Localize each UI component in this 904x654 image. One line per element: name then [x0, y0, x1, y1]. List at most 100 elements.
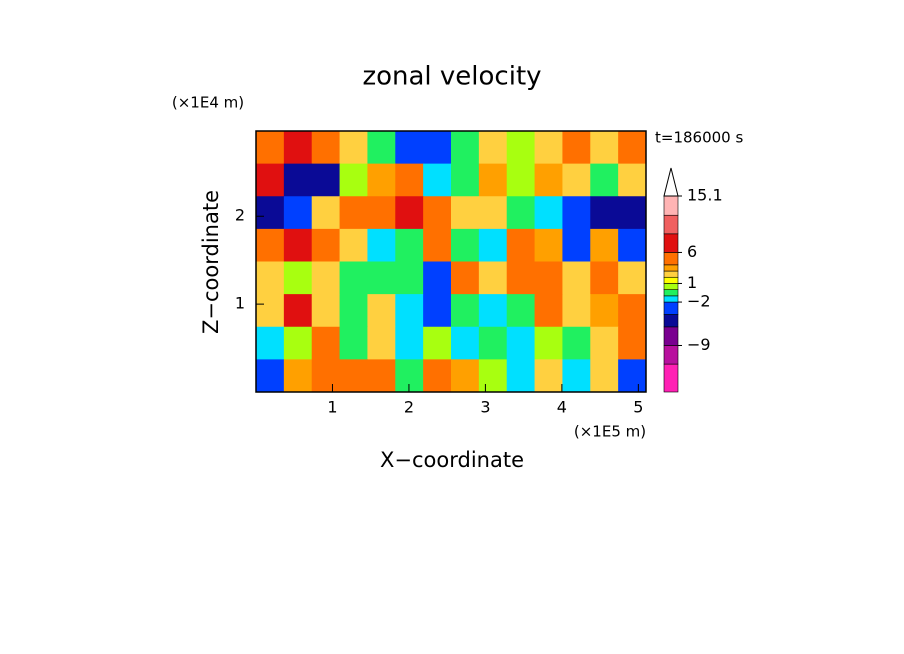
field-cell [506, 326, 536, 360]
y-axis-title: Z−coordinate [199, 190, 223, 334]
field-cell [395, 131, 424, 165]
field-cell [506, 163, 536, 197]
field-cell [506, 196, 536, 230]
field-cell [618, 359, 647, 393]
colorbar-bin [663, 301, 679, 315]
colorbar-bin [663, 195, 679, 216]
field-cell [534, 196, 563, 230]
field-cell [311, 228, 341, 262]
y-unit: (×1E4 m) [172, 94, 244, 112]
field-cell [339, 294, 368, 328]
x-tick-label: 2 [404, 398, 414, 417]
field-cell [283, 163, 313, 197]
colorbar-bin [663, 295, 679, 303]
field-cell [562, 163, 591, 197]
field-cell [283, 326, 313, 360]
field-cell [311, 163, 341, 197]
field-cell [339, 326, 368, 360]
field-cell [311, 326, 341, 360]
field-cell [367, 131, 396, 165]
field-cell [256, 359, 285, 393]
field-cell [451, 359, 480, 393]
field-cell [423, 163, 452, 197]
field-cell [618, 163, 647, 197]
field-cell [256, 163, 285, 197]
x-tick-label: 3 [480, 398, 490, 417]
field-cell [590, 228, 619, 262]
colorbar-bin [663, 326, 679, 346]
field-cell [395, 326, 424, 360]
field-cell [283, 131, 313, 165]
field-cell [590, 326, 619, 360]
field-cell [451, 131, 480, 165]
field-cell [562, 359, 591, 393]
colorbar-bin [663, 276, 679, 284]
field-cell [506, 131, 536, 165]
field-cell [283, 359, 313, 393]
field-cell [618, 196, 647, 230]
field-cell [367, 163, 396, 197]
field-cell [339, 131, 368, 165]
field-cell [367, 196, 396, 230]
colorbar-bin [663, 345, 679, 365]
field-cell [395, 294, 424, 328]
field-cell [283, 228, 313, 262]
field-cell [590, 163, 619, 197]
field-cell [339, 261, 368, 295]
colorbar-bin [663, 233, 679, 253]
field-cell [618, 131, 647, 165]
field-cell [562, 294, 591, 328]
field-cell [311, 131, 341, 165]
colorbar-tick-label: −9 [687, 335, 711, 354]
field-cell [367, 228, 396, 262]
field-cell [423, 261, 452, 295]
field-cell [506, 359, 536, 393]
field-cell [534, 163, 563, 197]
field-cell [562, 131, 591, 165]
field-cell [423, 228, 452, 262]
field-cell [478, 163, 508, 197]
field-cell [311, 294, 341, 328]
field-cell [534, 228, 563, 262]
field-cell [590, 196, 619, 230]
x-tick-label: 5 [633, 398, 643, 417]
field-cell [534, 359, 563, 393]
colorbar-tick-label: 15.1 [687, 186, 723, 205]
field-cell [478, 326, 508, 360]
field-cell [590, 359, 619, 393]
field-cell [534, 131, 563, 165]
field-cell [478, 228, 508, 262]
colorbar-tick-label: −2 [687, 292, 711, 311]
field-cell [256, 261, 285, 295]
field-cell [562, 261, 591, 295]
colorbar-tick-label: 1 [687, 273, 697, 292]
field-cell [395, 196, 424, 230]
field-cell [590, 131, 619, 165]
field-cell [367, 326, 396, 360]
field-cell [451, 294, 480, 328]
field-cell [256, 228, 285, 262]
colorbar-bin [663, 363, 679, 393]
field-cell [395, 359, 424, 393]
colorbar-tick-label: 6 [687, 242, 697, 261]
colorbar-bin [663, 283, 679, 290]
y-tick-label: 1 [235, 294, 245, 313]
field-cell [423, 359, 452, 393]
field-cell [395, 163, 424, 197]
plot-frame [255, 130, 647, 393]
time-label: t=186000 s [655, 129, 743, 147]
field-cell [311, 196, 341, 230]
colorbar-bin [663, 264, 679, 272]
field-cell [423, 294, 452, 328]
chart-title: zonal velocity [362, 62, 541, 92]
field-cell [395, 228, 424, 262]
field-cell [283, 261, 313, 295]
field-cell [283, 294, 313, 328]
field-cell [562, 326, 591, 360]
colorbar-bin [663, 289, 679, 297]
field-cell [367, 261, 396, 295]
field-cell [478, 294, 508, 328]
field-cell [339, 163, 368, 197]
